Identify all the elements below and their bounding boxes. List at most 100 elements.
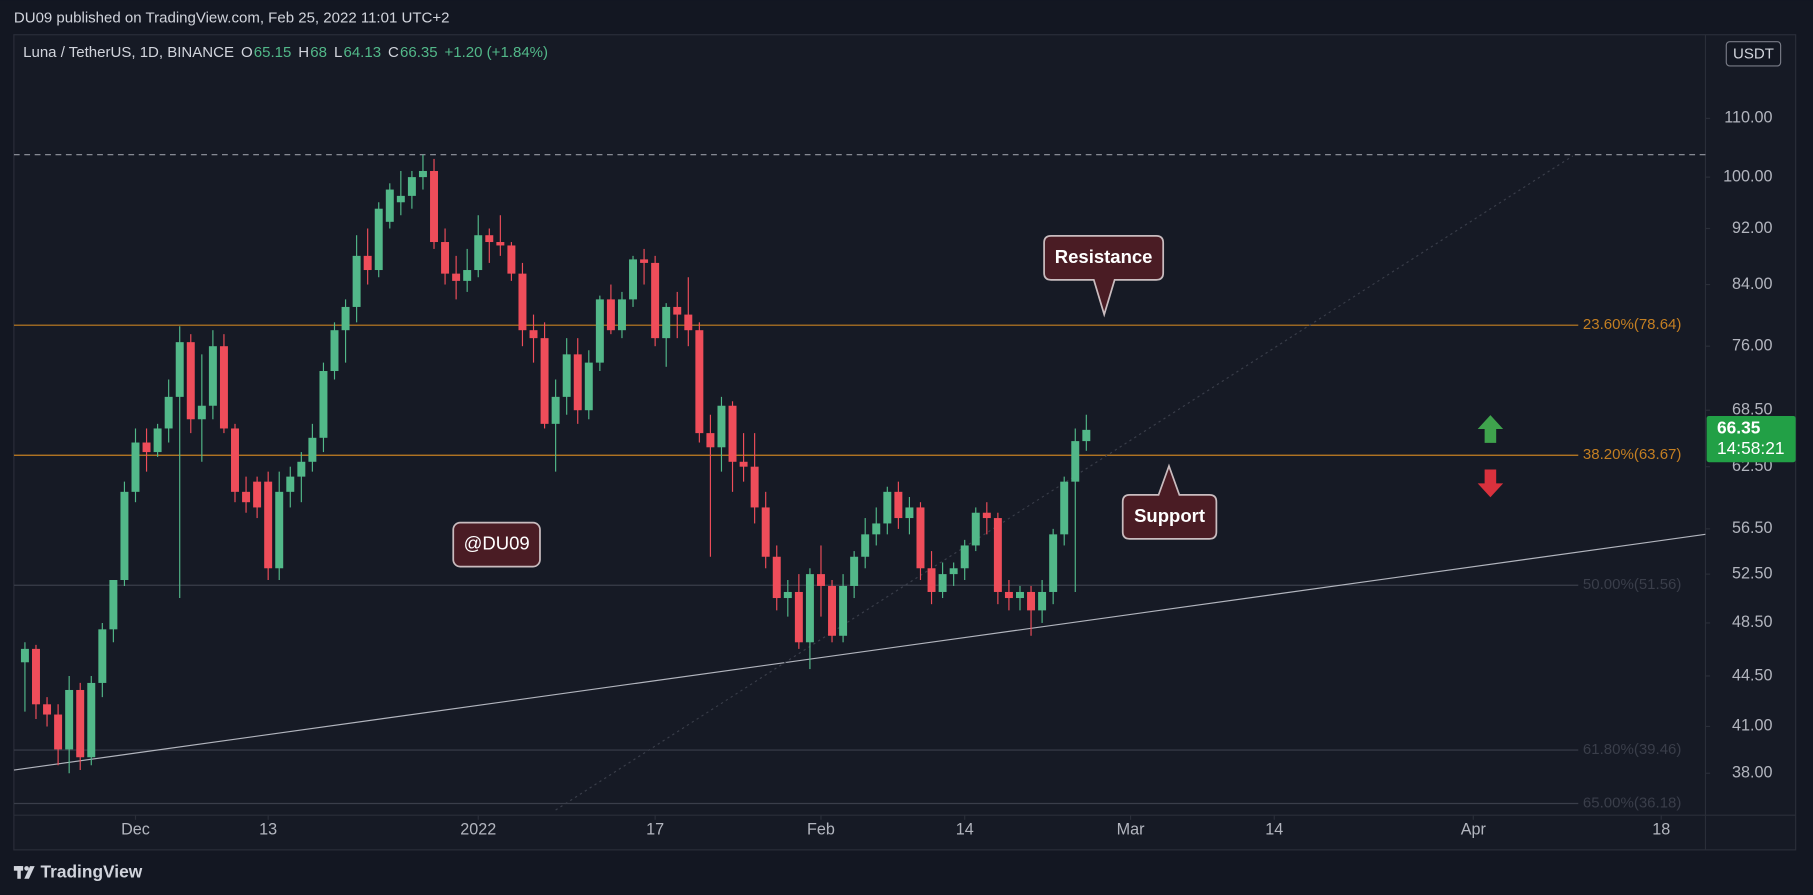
fib-label: 38.20%(63.67) [1583, 446, 1682, 463]
symbol: Luna / TetherUS, 1D, BINANCE [23, 44, 234, 61]
candle-body [231, 428, 239, 492]
publish-header: DU09 published on TradingView.com, Feb 2… [14, 10, 450, 27]
candle-body [1004, 591, 1013, 599]
candle-body [20, 648, 29, 663]
candle [529, 314, 538, 363]
candle-body [894, 491, 903, 519]
price-label-box [1706, 415, 1796, 463]
candle [131, 428, 140, 503]
candle-body [32, 648, 40, 705]
candle [286, 466, 295, 508]
ohlc-key: L [334, 44, 342, 61]
candle-body [308, 437, 317, 462]
candle [805, 568, 814, 670]
brand[interactable]: TradingView [40, 862, 142, 882]
candle-body [109, 580, 118, 630]
candle [1038, 580, 1047, 623]
candle [629, 255, 638, 307]
fib-label: 23.60%(78.64) [1583, 316, 1682, 333]
candle-body [772, 556, 781, 599]
candle [363, 228, 372, 285]
candle [120, 481, 129, 586]
candle [20, 642, 29, 712]
candle [728, 401, 737, 492]
y-tick-label: 48.50 [1732, 613, 1772, 631]
candle [717, 396, 726, 472]
candle-body [662, 306, 671, 339]
candle-body [850, 556, 859, 586]
candle-body [839, 585, 848, 636]
candle-body [253, 481, 262, 508]
candle-body [197, 405, 206, 420]
candle [894, 481, 903, 529]
candle [319, 362, 328, 453]
candle-body [595, 299, 604, 363]
brand-logo [13, 866, 35, 879]
candle [739, 433, 748, 482]
fib-label: 50.00%(51.56) [1583, 576, 1682, 593]
fib-label: 61.80%(39.46) [1583, 741, 1682, 758]
candle [1071, 428, 1080, 592]
candle [772, 545, 781, 611]
candle-body [861, 534, 870, 557]
candle [872, 507, 881, 546]
candle [242, 476, 251, 513]
candle [474, 215, 483, 278]
candle [264, 471, 273, 581]
candle-body [385, 189, 394, 222]
candle [208, 330, 217, 420]
candle-body [352, 255, 361, 307]
candle-body [54, 714, 63, 750]
candle-body [264, 481, 273, 569]
candle [463, 248, 472, 292]
candle [1016, 585, 1024, 611]
candle-body [717, 405, 726, 448]
candle-body [474, 235, 483, 271]
candle [275, 471, 284, 581]
candle-body [1071, 441, 1080, 482]
candle [684, 277, 693, 347]
currency[interactable]: USDT [1733, 45, 1774, 62]
y-tick-label: 76.00 [1732, 336, 1772, 354]
candle [1049, 528, 1058, 605]
candle [1027, 585, 1036, 636]
candle-body [872, 523, 881, 535]
currency-box[interactable] [1725, 41, 1782, 67]
candle [949, 562, 958, 586]
candle [175, 326, 184, 599]
candle [219, 334, 228, 434]
candle-body [540, 338, 549, 424]
candle-body [131, 442, 140, 492]
ohlc-key: H [298, 44, 309, 61]
candle-body [98, 629, 107, 683]
candle [164, 379, 173, 443]
candle-body [485, 235, 494, 243]
candle-body [286, 476, 295, 492]
change: +1.20 (+1.84%) [445, 44, 549, 61]
candle [993, 512, 1002, 605]
candle [385, 183, 394, 229]
candle [573, 338, 582, 424]
candle-body [65, 689, 74, 750]
candle [253, 476, 262, 519]
candle [927, 551, 936, 605]
ohlc-key: C [388, 44, 399, 61]
candle [839, 574, 848, 643]
chart-pane [13, 34, 1797, 851]
x-tick-label: Dec [121, 821, 150, 839]
candle [828, 580, 837, 643]
candle-body [629, 259, 638, 300]
candle-body [396, 195, 405, 203]
candle-body [507, 245, 516, 274]
y-tick-label: 68.50 [1732, 400, 1772, 418]
candle-body [153, 428, 162, 453]
candle-body [208, 346, 217, 406]
candle [960, 539, 969, 581]
candle-body [76, 689, 85, 758]
candle [651, 255, 660, 347]
callout-text: Resistance [1055, 246, 1153, 267]
watermark: @DU09 [464, 533, 530, 554]
candle [540, 322, 549, 429]
candle [330, 322, 339, 380]
